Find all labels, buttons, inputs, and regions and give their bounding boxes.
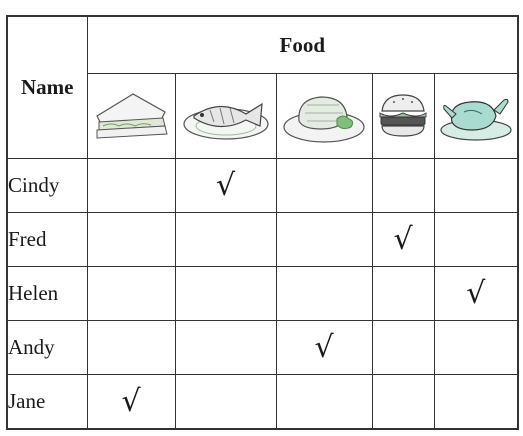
check-cell bbox=[174, 374, 277, 430]
burger-icon bbox=[379, 94, 427, 137]
person-name-cell: Fred bbox=[6, 212, 88, 267]
check-cell: √ bbox=[433, 266, 519, 321]
table-row: Cindy √ bbox=[6, 158, 519, 213]
check-cell bbox=[275, 212, 373, 267]
food-icon-cell bbox=[174, 73, 277, 159]
check-cell bbox=[433, 212, 519, 267]
check-cell bbox=[433, 374, 519, 430]
food-icon-cell bbox=[275, 73, 373, 159]
check-cell bbox=[174, 320, 277, 375]
check-cell bbox=[433, 320, 519, 375]
meat-icon bbox=[283, 96, 365, 143]
check-cell bbox=[433, 158, 519, 213]
check-cell bbox=[371, 320, 435, 375]
check-cell: √ bbox=[275, 320, 373, 375]
check-cell bbox=[371, 374, 435, 430]
check-cell bbox=[174, 266, 277, 321]
table-row: Fred √ bbox=[6, 212, 519, 267]
check-cell bbox=[371, 158, 435, 213]
sandwich-icon bbox=[96, 93, 168, 139]
person-name-cell: Jane bbox=[6, 374, 88, 430]
person-name-cell: Cindy bbox=[6, 158, 88, 213]
check-cell: √ bbox=[371, 212, 435, 267]
check-cell bbox=[86, 158, 176, 213]
table-row: Jane √ bbox=[6, 374, 519, 430]
check-cell bbox=[86, 320, 176, 375]
food-icon-cell bbox=[433, 73, 519, 159]
check-cell bbox=[275, 158, 373, 213]
check-cell bbox=[174, 212, 277, 267]
check-cell bbox=[275, 266, 373, 321]
check-cell bbox=[275, 374, 373, 430]
check-cell bbox=[371, 266, 435, 321]
table-row: Andy √ bbox=[6, 320, 519, 375]
table-row: Helen √ bbox=[6, 266, 519, 321]
check-cell: √ bbox=[86, 374, 176, 430]
chicken-icon bbox=[440, 98, 512, 141]
food-icon-cell bbox=[371, 73, 435, 159]
check-cell bbox=[86, 266, 176, 321]
fish-icon bbox=[182, 102, 269, 140]
person-name-cell: Andy bbox=[6, 320, 88, 375]
person-name-cell: Helen bbox=[6, 266, 88, 321]
check-cell bbox=[86, 212, 176, 267]
food-column-header: Food bbox=[86, 15, 519, 74]
check-cell: √ bbox=[174, 158, 277, 213]
food-icon-cell bbox=[86, 73, 176, 159]
name-column-header: Name bbox=[6, 15, 88, 159]
food-preference-table: Name Food bbox=[6, 15, 520, 430]
